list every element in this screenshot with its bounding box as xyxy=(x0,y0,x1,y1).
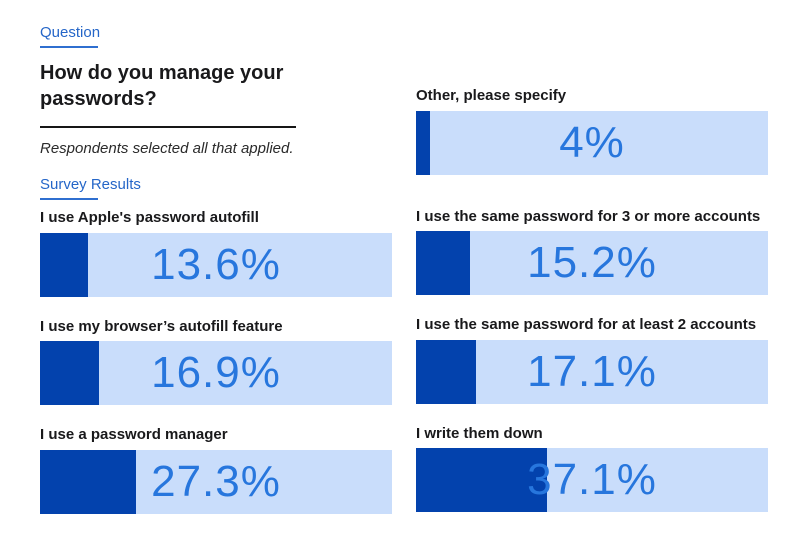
bar-group: I use Apple's password autofill 13.6% xyxy=(40,209,392,297)
bar-track: 37.1% xyxy=(416,448,768,512)
left-column: Question How do you manage your password… xyxy=(40,0,392,534)
question-underline xyxy=(40,46,98,48)
survey-results-link[interactable]: Survey Results xyxy=(40,176,392,200)
bar-group: I use the same password for 3 or more ac… xyxy=(416,207,768,295)
survey-results-link-label: Survey Results xyxy=(40,176,141,193)
bar-label: I use the same password for 3 or more ac… xyxy=(416,207,761,225)
bar-fill xyxy=(416,231,470,295)
bar-track: 15.2% xyxy=(416,231,768,295)
page-title-line2: passwords? xyxy=(40,88,157,110)
bar-track: 13.6% xyxy=(40,232,392,297)
bar-value-label: 27.3% xyxy=(151,456,281,506)
bar-fill xyxy=(416,448,547,512)
right-column: Other, please specify 4% I use the same pa… xyxy=(416,0,768,534)
bar-group: I use the same password for at least 2 a… xyxy=(416,316,768,404)
survey-results-underline xyxy=(40,198,98,200)
bar-value-label: 17.1% xyxy=(527,346,657,396)
left-bars-container: I use Apple's password autofill 13.6% I us… xyxy=(40,209,392,514)
bar-value-label: 15.2% xyxy=(527,238,657,287)
bar-fill xyxy=(416,339,477,404)
bar-group: I write them down 37.1% xyxy=(416,424,768,512)
bar-label: I use a password manager xyxy=(40,426,228,443)
bar-group: Other, please specify 4% xyxy=(416,87,768,175)
bar-value-label: 13.6% xyxy=(151,239,281,289)
bar-fill xyxy=(40,232,88,297)
bar-track: 16.9% xyxy=(40,341,392,405)
bar-label: I use my browser’s autofill feature xyxy=(40,317,283,335)
bar-value-label: 16.9% xyxy=(151,348,281,397)
bar-fill xyxy=(40,449,137,514)
bar-value-label: 4% xyxy=(559,117,625,167)
bar-label: Other, please specify xyxy=(416,87,567,104)
bar-group: I use a password manager 27.3% xyxy=(40,426,392,514)
header-block: Question How do you manage your password… xyxy=(40,24,392,200)
bar-label: I use the same password for at least 2 a… xyxy=(416,316,757,333)
bar-fill xyxy=(40,341,100,405)
bar-track: 27.3% xyxy=(40,449,392,514)
bar-group: I use my browser’s autofill feature 16.9% xyxy=(40,317,392,405)
right-bars-container: Other, please specify 4% I use the same pa… xyxy=(416,87,768,512)
page-title: How do you manage your passwords? xyxy=(40,60,392,112)
bar-value-label: 37.1% xyxy=(527,455,657,504)
bar-label: I write them down xyxy=(416,424,543,442)
bar-fill xyxy=(416,110,431,175)
page-title-line1: How do you manage your xyxy=(40,62,284,84)
question-link-label: Question xyxy=(40,24,101,41)
bar-label: I use Apple's password autofill xyxy=(40,209,259,226)
bar-track: 17.1% xyxy=(416,339,768,404)
methodology-note: Respondents selected all that applied. xyxy=(40,140,294,157)
bar-track: 4% xyxy=(416,110,768,175)
question-link[interactable]: Question xyxy=(40,24,392,48)
divider-rule xyxy=(40,126,296,128)
